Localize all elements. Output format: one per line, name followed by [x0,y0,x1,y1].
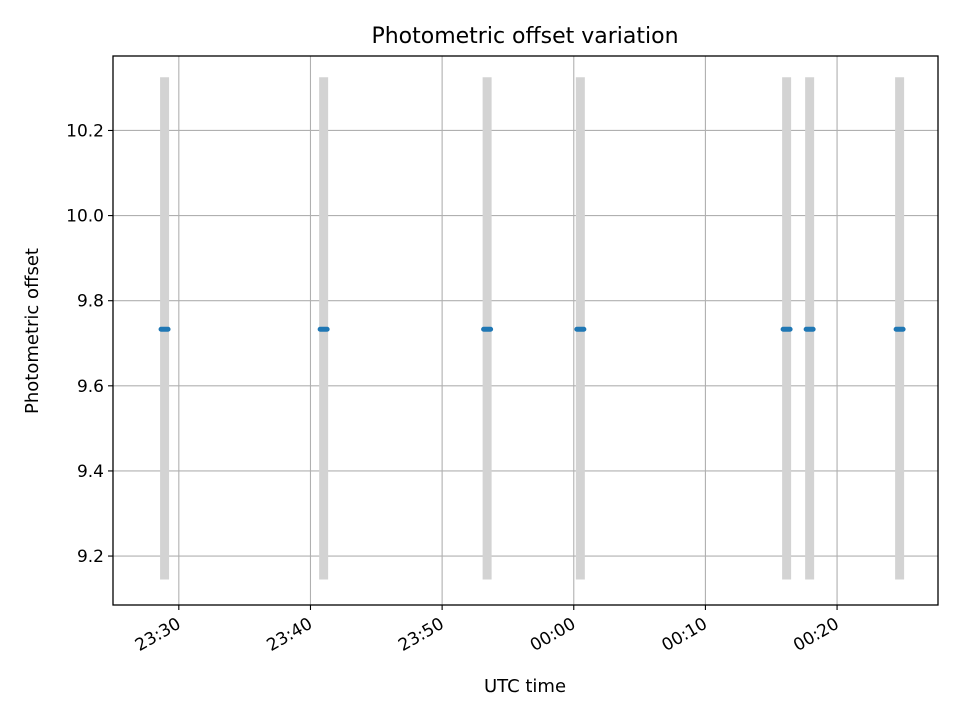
y-tick-label: 10.0 [66,207,104,227]
data-point [481,326,494,332]
chart-title: Photometric offset variation [371,24,678,49]
data-point [574,326,587,332]
y-tick-label: 9.4 [77,462,104,482]
grid [113,56,938,605]
plot-frame [112,55,939,606]
data-points [158,326,906,332]
y-axis: 9.2 9.4 9.6 9.8 10.0 10.2 [66,121,113,567]
x-axis-label: UTC time [484,676,566,697]
y-tick-label: 9.8 [77,292,104,312]
data-point [317,326,330,332]
y-tick-label: 10.2 [66,121,104,141]
data-point [158,326,171,332]
y-axis-label: Photometric offset [22,248,43,414]
data-point [893,326,906,332]
y-tick-label: 9.2 [77,547,104,567]
data-point [803,326,816,332]
y-tick-label: 9.6 [77,377,104,397]
data-point [780,326,793,332]
